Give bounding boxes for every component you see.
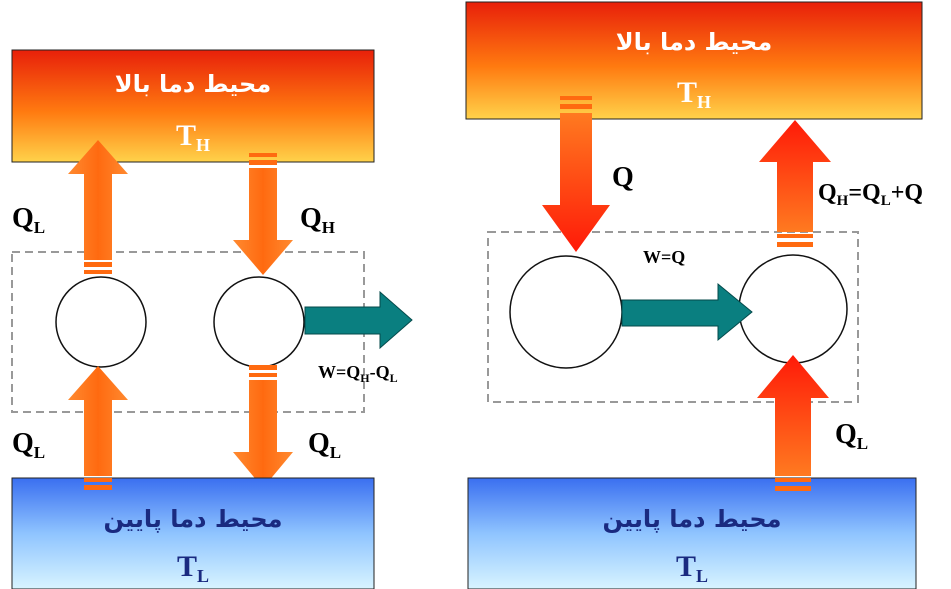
left-work-label: W=QH-QL bbox=[318, 362, 398, 385]
right-hot-temp: TH bbox=[677, 76, 711, 112]
left-label-ql-bottom-right: QL bbox=[308, 428, 341, 462]
left-arrow-work bbox=[304, 290, 413, 350]
left-arrow-ql-up bbox=[68, 140, 128, 274]
right-label-ql: QL bbox=[835, 419, 868, 453]
right-label-q: Q bbox=[612, 162, 634, 193]
right-work-label: W=Q bbox=[643, 247, 685, 267]
left-cold-temp: TL bbox=[177, 550, 209, 586]
right-pump-circle-1 bbox=[509, 255, 623, 369]
left-label-ql-top: QL bbox=[12, 203, 45, 237]
right-system-boundary bbox=[487, 231, 859, 403]
left-label-qh: QH bbox=[300, 203, 335, 237]
left-cold-title: محیط دما پایین bbox=[104, 505, 283, 533]
left-cold-reservoir bbox=[11, 477, 375, 589]
right-cold-temp: TL bbox=[676, 550, 708, 586]
right-arrow-work bbox=[621, 282, 753, 342]
right-hot-title: محیط دما بالا bbox=[616, 28, 772, 56]
left-arrow-ql-from-cold bbox=[68, 366, 128, 490]
left-hot-reservoir bbox=[11, 49, 375, 163]
right-arrow-q-down bbox=[542, 96, 610, 252]
left-hot-title: محیط دما بالا bbox=[115, 70, 271, 98]
left-arrow-qh-down bbox=[233, 153, 293, 275]
right-label-qh-sum: QH=QL+Q bbox=[818, 180, 923, 209]
right-arrow-qh-up bbox=[759, 120, 831, 247]
left-engine-circle-2 bbox=[213, 276, 305, 368]
left-hot-temp: TH bbox=[176, 119, 210, 155]
right-arrow-ql-up bbox=[757, 355, 829, 491]
left-heat-engine: محیط دما بالا TH W=QH-QL bbox=[11, 49, 413, 589]
right-hot-reservoir bbox=[465, 1, 923, 120]
right-cold-reservoir bbox=[467, 477, 917, 589]
left-engine-circle-1 bbox=[55, 276, 147, 368]
right-heat-pump: محیط دما بالا TH Q W=Q QH=QL+Q bbox=[465, 1, 923, 589]
right-pump-circle-2 bbox=[738, 254, 848, 364]
left-arrow-ql-down bbox=[233, 365, 293, 488]
left-label-ql-bottom-left: QL bbox=[12, 428, 45, 462]
right-cold-title: محیط دما پایین bbox=[603, 505, 782, 533]
